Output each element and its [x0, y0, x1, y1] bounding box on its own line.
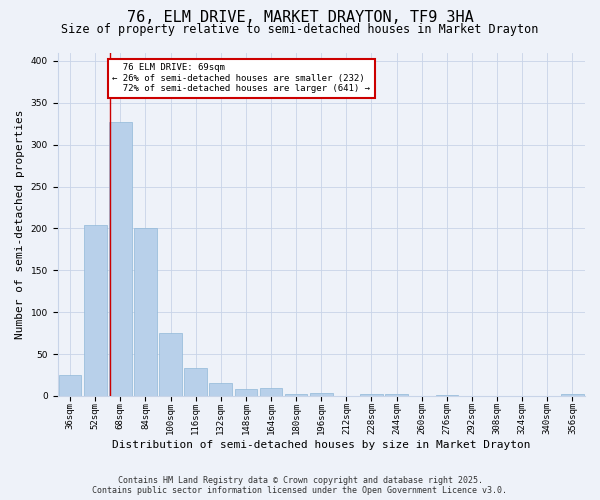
Bar [310, 394, 332, 396]
Bar [109, 122, 131, 396]
Bar [385, 394, 408, 396]
Text: Size of property relative to semi-detached houses in Market Drayton: Size of property relative to semi-detach… [61, 22, 539, 36]
Bar [184, 368, 207, 396]
Bar [209, 384, 232, 396]
Bar [134, 228, 157, 396]
Bar [159, 333, 182, 396]
Bar [84, 225, 107, 396]
Text: 76 ELM DRIVE: 69sqm
← 26% of semi-detached houses are smaller (232)
  72% of sem: 76 ELM DRIVE: 69sqm ← 26% of semi-detach… [112, 64, 370, 93]
Bar [436, 395, 458, 396]
Y-axis label: Number of semi-detached properties: Number of semi-detached properties [15, 110, 25, 339]
Bar [235, 389, 257, 396]
Bar [285, 394, 307, 396]
Bar [561, 394, 584, 396]
X-axis label: Distribution of semi-detached houses by size in Market Drayton: Distribution of semi-detached houses by … [112, 440, 530, 450]
Bar [59, 375, 82, 396]
Text: 76, ELM DRIVE, MARKET DRAYTON, TF9 3HA: 76, ELM DRIVE, MARKET DRAYTON, TF9 3HA [127, 10, 473, 25]
Text: Contains HM Land Registry data © Crown copyright and database right 2025.
Contai: Contains HM Land Registry data © Crown c… [92, 476, 508, 495]
Bar [360, 394, 383, 396]
Bar [260, 388, 283, 396]
